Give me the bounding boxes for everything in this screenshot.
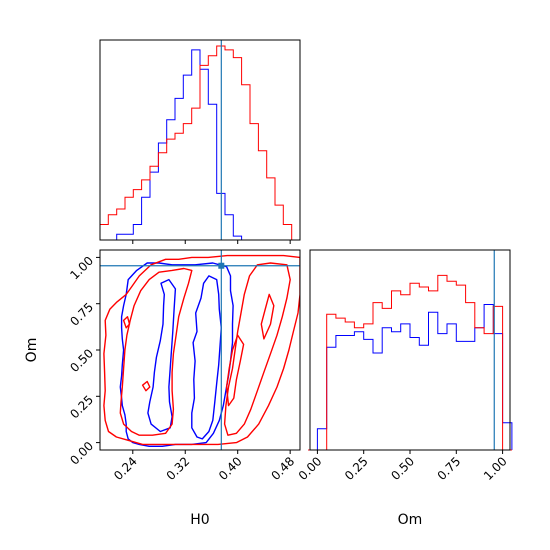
tick-label-h0-0: 0.24	[111, 454, 140, 483]
contour-blue-0	[119, 262, 234, 447]
histogram-om-blue-line	[308, 304, 513, 451]
contour-blue-1	[147, 278, 177, 433]
tick-label-om-y-1: 0.25	[67, 393, 96, 422]
histogram-om-panel: 0.00 0.25 0.50 0.75 1.00	[296, 249, 513, 483]
histogram-h0-panel	[99, 39, 301, 244]
tick-label-h0-2: 0.40	[216, 454, 245, 483]
tick-label-h0-1: 0.32	[164, 454, 193, 483]
tick-label-om-y-2: 0.50	[67, 346, 96, 375]
x-axis-label-h0: H0	[190, 512, 209, 528]
contour-red-4	[119, 267, 193, 436]
contour-blue-2	[191, 275, 222, 440]
contour-red-7	[260, 293, 275, 340]
contour-red-6	[225, 334, 245, 407]
x-axis-label-om: Om	[398, 512, 423, 528]
tick-label-om-x-0: 0.00	[296, 454, 325, 483]
contour-red-3	[103, 254, 300, 446]
tick-label-om-x-3: 0.75	[435, 454, 464, 483]
y-axis-label-om: Om	[24, 338, 40, 363]
truth-marker	[218, 262, 225, 269]
tick-label-om-y-0: 0.00	[67, 439, 96, 468]
histogram-om-red-line	[308, 274, 512, 451]
contour-om-vs-h0-panel: 0.24 0.32 0.40 0.48 0.00 0.25 0.50 0.75 1.00	[67, 249, 301, 483]
contour-red-8	[122, 316, 131, 329]
tick-label-om-x-1: 0.25	[342, 454, 371, 483]
contour-panel-frame	[99, 249, 301, 451]
histogram-om-frame	[309, 249, 511, 451]
histogram-h0-frame	[99, 39, 301, 241]
contour-group	[103, 254, 300, 447]
tick-label-h0-3: 0.48	[268, 454, 297, 483]
tick-label-om-y-4: 1.00	[67, 254, 96, 283]
tick-label-om-x-2: 0.50	[388, 454, 417, 483]
tick-label-om-x-4: 1.00	[481, 454, 510, 483]
contour-red-5	[223, 262, 291, 436]
contour-red-9	[141, 380, 151, 392]
histogram-h0-red-line	[99, 45, 300, 241]
tick-label-om-y-3: 0.75	[67, 300, 96, 329]
